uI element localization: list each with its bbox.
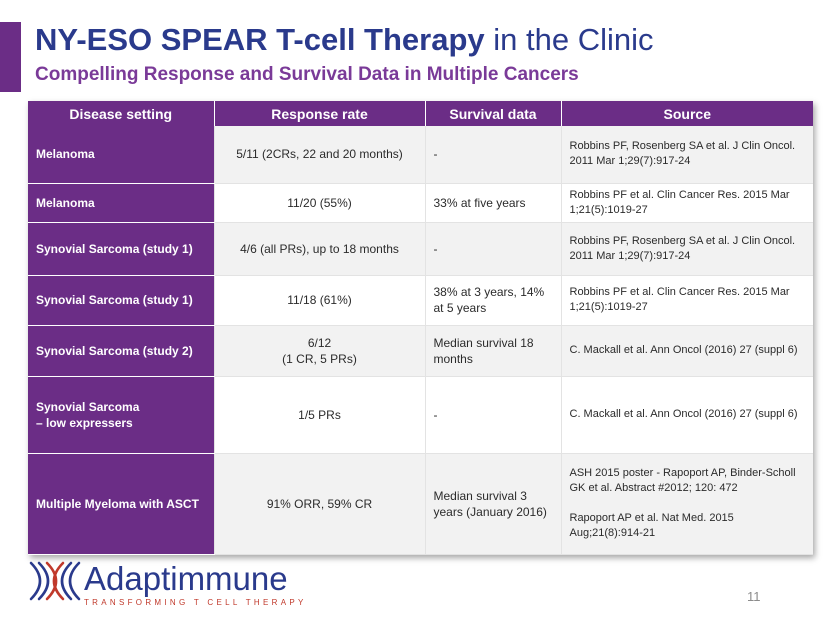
source-line: Rapoport AP et al. Nat Med. 2015 Aug;21(… [569,512,734,539]
response-cell: 11/20 (55%) [214,183,426,223]
source-cell: Robbins PF et al. Clin Cancer Res. 2015 … [561,183,813,223]
header-response-rate: Response rate [214,101,426,126]
source-line: ASH 2015 poster - Rapoport AP, Binder-Sc… [569,467,796,494]
source-cell: Robbins PF, Rosenberg SA et al. J Clin O… [561,126,813,184]
source-cell: C. Mackall et al. Ann Oncol (2016) 27 (s… [561,376,813,454]
response-cell: 1/5 PRs [214,376,426,454]
table-row: Synovial Sarcoma (study 1) 4/6 (all PRs)… [28,222,813,276]
table-header-row: Disease setting Response rate Survival d… [28,101,813,126]
page-subtitle: Compelling Response and Survival Data in… [35,64,579,85]
table-row: Melanoma 11/20 (55%) 33% at five years R… [28,183,813,223]
response-cell: 11/18 (61%) [214,275,426,326]
survival-cell: 38% at 3 years, 14% at 5 years [425,275,562,326]
response-line: 6/12 [307,335,332,350]
response-cell: 5/11 (2CRs, 22 and 20 months) [214,126,426,184]
disease-cell: Synovial Sarcoma (study 2) [28,325,215,377]
response-cell: 4/6 (all PRs), up to 18 months [214,222,426,276]
disease-cell: Melanoma [28,183,215,223]
source-cell: Robbins PF et al. Clin Cancer Res. 2015 … [561,275,813,326]
response-cell: 91% ORR, 59% CR [214,453,426,555]
response-cell: 6/12 (1 CR, 5 PRs) [214,325,426,377]
header-survival-data: Survival data [425,101,562,126]
table-row: Synovial Sarcoma – low expressers 1/5 PR… [28,376,813,454]
table-row: Synovial Sarcoma (study 1) 11/18 (61%) 3… [28,275,813,326]
page-title: NY-ESO SPEAR T-cell Therapy in the Clini… [35,22,654,58]
source-cell: Robbins PF, Rosenberg SA et al. J Clin O… [561,222,813,276]
disease-cell: Multiple Myeloma with ASCT [28,453,215,555]
disease-cell: Synovial Sarcoma – low expressers [28,376,215,454]
page-number: 11 [747,589,761,604]
table-row: Synovial Sarcoma (study 2) 6/12 (1 CR, 5… [28,325,813,377]
logo-tagline: TRANSFORMING T CELL THERAPY [84,598,307,607]
helix-logo-icon [29,561,81,601]
source-cell: C. Mackall et al. Ann Oncol (2016) 27 (s… [561,325,813,377]
title-bold: NY-ESO SPEAR T-cell Therapy [35,22,485,57]
survival-cell: - [425,126,562,184]
disease-line: – low expressers [36,415,133,430]
header-source: Source [561,101,813,126]
source-cell: ASH 2015 poster - Rapoport AP, Binder-Sc… [561,453,813,555]
logo-wordmark: Adaptimmune [84,560,288,597]
clinical-data-table: Disease setting Response rate Survival d… [28,101,813,555]
response-line: (1 CR, 5 PRs) [282,351,357,366]
survival-cell: 33% at five years [425,183,562,223]
title-accent-bar [0,22,21,92]
header-disease-setting: Disease setting [28,101,215,126]
disease-cell: Melanoma [28,126,215,184]
disease-cell: Synovial Sarcoma (study 1) [28,275,215,326]
table-row: Multiple Myeloma with ASCT 91% ORR, 59% … [28,453,813,555]
disease-cell: Synovial Sarcoma (study 1) [28,222,215,276]
survival-cell: - [425,222,562,276]
disease-line: Synovial Sarcoma [36,399,140,414]
title-rest: in the Clinic [484,22,654,57]
survival-cell: Median survival 18 months [425,325,562,377]
adaptimmune-logo: Adaptimmune TRANSFORMING T CELL THERAPY [27,557,327,612]
table-row: Melanoma 5/11 (2CRs, 22 and 20 months) -… [28,126,813,184]
survival-cell: Median survival 3 years (January 2016) [425,453,562,555]
survival-cell: - [425,376,562,454]
